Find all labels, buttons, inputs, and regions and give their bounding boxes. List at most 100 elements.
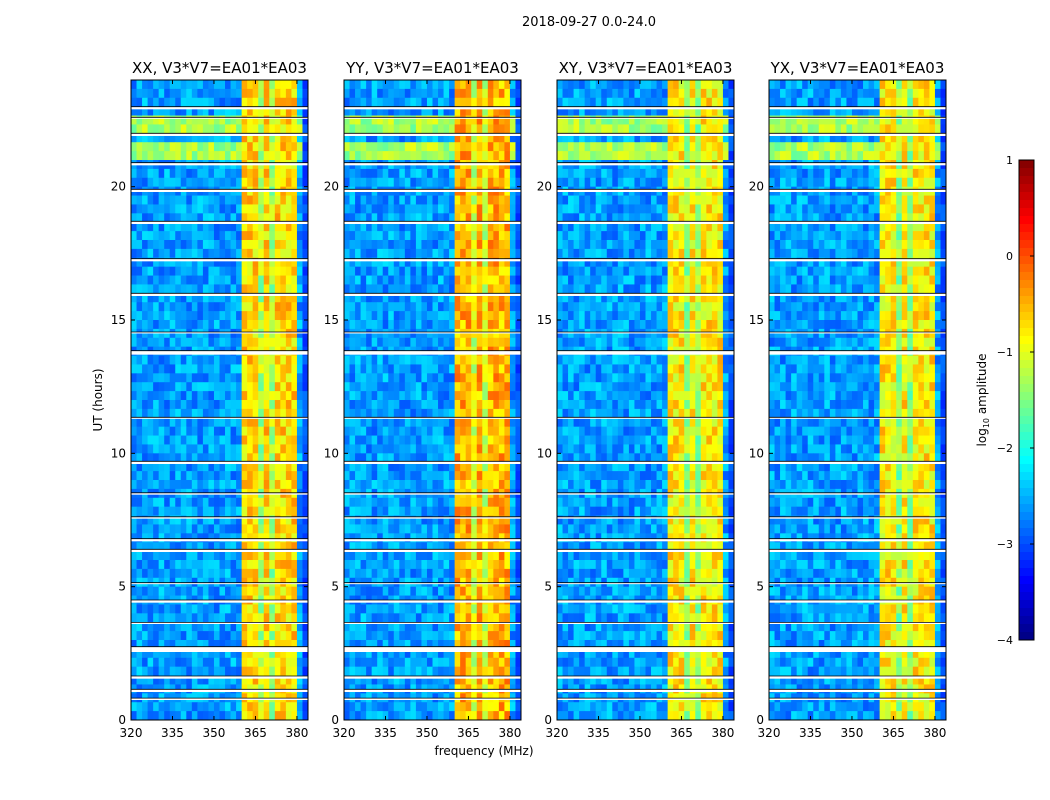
heatmap-cell [158,177,165,188]
heatmap-cell [504,604,511,614]
flagged-row [344,516,521,519]
heatmap-cell [404,231,411,241]
heatmap-cell [471,133,478,143]
heatmap-cell [476,524,483,534]
heatmap-cell [498,613,505,623]
heatmap-cell [180,168,187,179]
heatmap-cell [280,266,287,276]
heatmap-cell [573,106,580,116]
heatmap-cell [191,568,198,579]
heatmap-cell [349,426,356,436]
heatmap-cell [498,408,505,419]
flagged-row [344,293,521,296]
heatmap-cell [153,666,160,676]
heatmap-cell [213,586,220,596]
heatmap-cell [449,471,456,481]
heatmap-cell [371,124,378,134]
heatmap-cell [465,462,472,472]
heatmap-cell [377,373,384,383]
heatmap-cell [191,426,198,436]
heatmap-cell [371,613,378,623]
heatmap-cell [465,515,472,525]
heatmap-cell [432,364,439,374]
heatmap-cell [482,453,489,463]
heatmap-cell [202,631,209,641]
heatmap-cell [421,275,428,285]
heatmap-cell [186,382,193,392]
heatmap-cell [471,97,478,108]
heatmap-cell [169,151,176,161]
heatmap-cell [197,480,204,490]
heatmap-cell [371,320,378,330]
heatmap-cell [476,266,483,276]
heatmap-cell [377,408,384,419]
heatmap-cell [509,551,516,561]
heatmap-cell [476,568,483,579]
heatmap-cell [142,462,148,472]
heatmap-cell [449,222,456,232]
heatmap-cell [153,151,160,161]
heatmap-cell [404,266,411,276]
heatmap-cell [601,106,608,116]
heatmap-cell [415,613,422,623]
heatmap-cell [371,355,378,365]
heatmap-cell [202,560,209,570]
heatmap-cell [487,453,494,463]
heatmap-cell [219,213,226,223]
heatmap-cell [443,604,450,614]
heatmap-cell [366,622,373,632]
heatmap-cell [219,444,226,454]
heatmap-cell [280,88,287,99]
heatmap-cell [197,222,204,232]
heatmap-cell [382,80,389,90]
heatmap-cell [393,124,400,134]
heatmap-cell [142,373,148,383]
heatmap-cell [349,417,356,428]
heatmap-cell [280,213,287,223]
heatmap-cell [426,106,433,116]
heatmap-cell [131,293,137,303]
heatmap-cell [349,293,356,303]
heatmap-cell [454,435,461,445]
y-tick-label: 20 [111,180,126,194]
heatmap-cell [153,640,160,650]
heatmap-cell [706,88,713,99]
heatmap-cell [230,195,237,205]
heatmap-cell [482,213,489,223]
heatmap-cell [465,213,472,223]
heatmap-cell [241,302,248,312]
heatmap-cell [476,408,483,419]
heatmap-cell [169,133,176,143]
heatmap-cell [471,328,478,339]
heatmap-cell [415,444,422,454]
heatmap-cell [180,444,187,454]
heatmap-cell [349,391,356,401]
heatmap-cell [498,293,505,303]
heatmap-cell [164,311,171,321]
heatmap-cell [498,115,505,125]
heatmap-cell [557,133,563,143]
heatmap-cell [153,266,160,276]
heatmap-cell [258,266,265,276]
heatmap-cell [291,711,298,721]
heatmap-cell [460,80,467,90]
heatmap-cell [493,213,500,223]
heatmap-cell [241,435,248,445]
heatmap-cell [230,631,237,641]
heatmap-cell [360,711,367,721]
heatmap-cell [197,284,204,294]
heatmap-cell [158,293,165,303]
heatmap-cell [263,195,270,205]
heatmap-cell [169,266,176,276]
heatmap-cell [213,400,220,410]
heatmap-cell [263,257,270,268]
heatmap-cell [399,657,406,668]
heatmap-cell [504,666,511,676]
heatmap-cell [471,453,478,463]
heatmap-cell [291,257,298,268]
heatmap-cell [269,542,276,552]
heatmap-cell [219,284,226,294]
heatmap-cell [482,142,489,152]
heatmap-cell [131,648,137,659]
heatmap-cell [208,471,215,481]
